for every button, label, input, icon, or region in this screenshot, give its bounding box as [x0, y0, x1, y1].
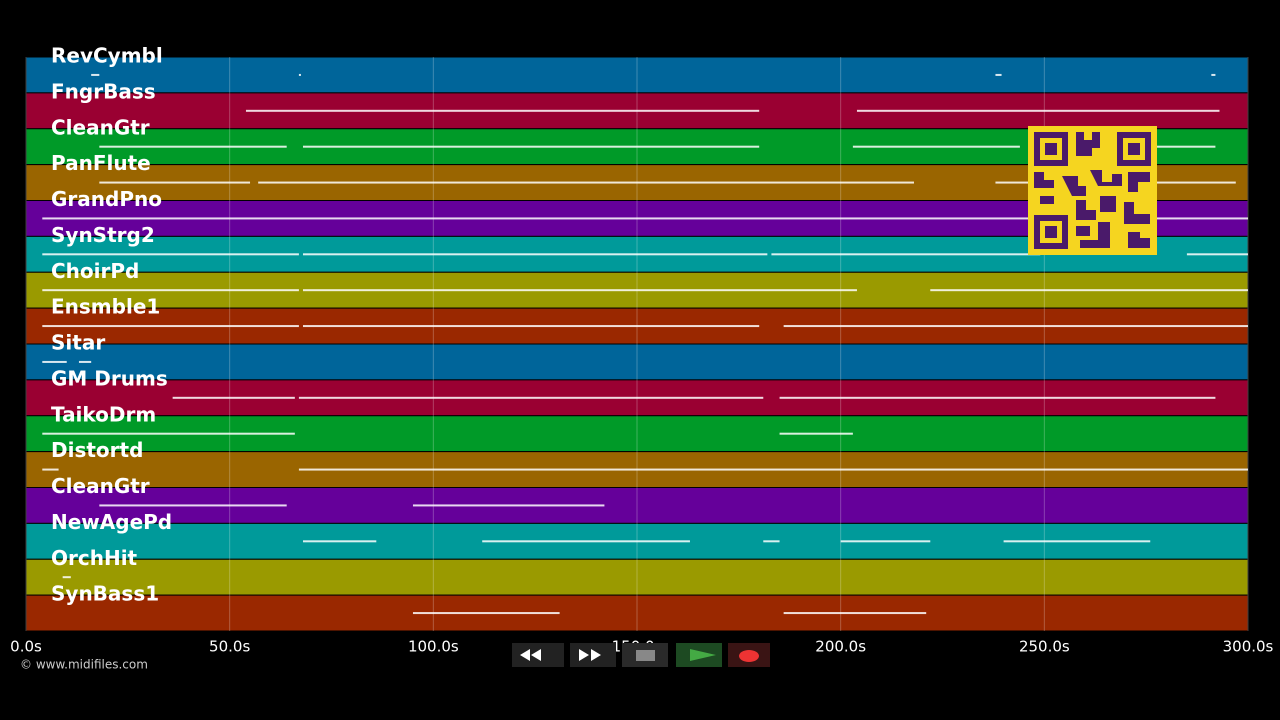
note [852, 145, 1020, 148]
note [258, 181, 914, 184]
note [995, 73, 1002, 76]
note [42, 217, 1248, 220]
track-name: GrandPno [51, 187, 162, 211]
note [42, 289, 299, 292]
note [1211, 73, 1216, 76]
note [302, 289, 857, 292]
note [1003, 540, 1151, 543]
note [779, 432, 853, 435]
x-tick-label: 100.0s [408, 638, 459, 656]
note [1186, 253, 1248, 256]
note [99, 504, 287, 507]
track-name: NewAgePd [51, 510, 172, 534]
note [42, 432, 295, 435]
note [302, 540, 377, 543]
track-name: Sitar [51, 331, 105, 355]
track-name: SynBass1 [51, 582, 159, 606]
track-band [25, 594, 1249, 632]
note [42, 325, 299, 328]
qr-code [1028, 126, 1157, 255]
note [771, 253, 1041, 256]
track-name: TaikoDrm [51, 402, 156, 426]
note [482, 540, 690, 543]
note [302, 253, 768, 256]
transport [512, 643, 770, 667]
track-name: ChoirPd [51, 259, 139, 283]
track-band [25, 558, 1249, 596]
note [783, 612, 927, 615]
note [99, 145, 287, 148]
note [42, 468, 59, 471]
track-name: CleanGtr [51, 474, 150, 498]
note [412, 612, 560, 615]
note [840, 540, 931, 543]
x-tick-label: 0.0s [10, 638, 42, 656]
track-name: Distortd [51, 438, 143, 462]
track-name: Ensmble1 [51, 295, 160, 319]
note [763, 540, 780, 543]
note [302, 325, 760, 328]
note [298, 396, 764, 399]
copyright: © www.midifiles.com [20, 658, 148, 672]
track-name: OrchHit [51, 546, 138, 570]
note [298, 468, 1248, 471]
track-name: CleanGtr [51, 115, 150, 139]
note [783, 325, 1248, 328]
note [245, 109, 760, 112]
note [298, 73, 301, 76]
note [779, 396, 1216, 399]
x-tick-label: 250.0s [1019, 638, 1070, 656]
x-tick-label: 200.0s [815, 638, 866, 656]
note [78, 360, 92, 363]
note [412, 504, 605, 507]
track-band [25, 56, 1249, 94]
note [99, 181, 251, 184]
track-name: PanFlute [51, 151, 151, 175]
note [62, 576, 71, 579]
note [930, 289, 1248, 292]
x-tick-label: 300.0s [1223, 638, 1274, 656]
note [42, 360, 67, 363]
x-tick-label: 50.0s [209, 638, 250, 656]
note [42, 253, 299, 256]
note [172, 396, 295, 399]
note [856, 109, 1220, 112]
note [302, 145, 760, 148]
note [91, 73, 100, 76]
track-name: RevCymbl [51, 44, 163, 68]
track-name: GM Drums [51, 366, 168, 390]
track-name: SynStrg2 [51, 223, 155, 247]
track-name: FngrBass [51, 79, 156, 103]
